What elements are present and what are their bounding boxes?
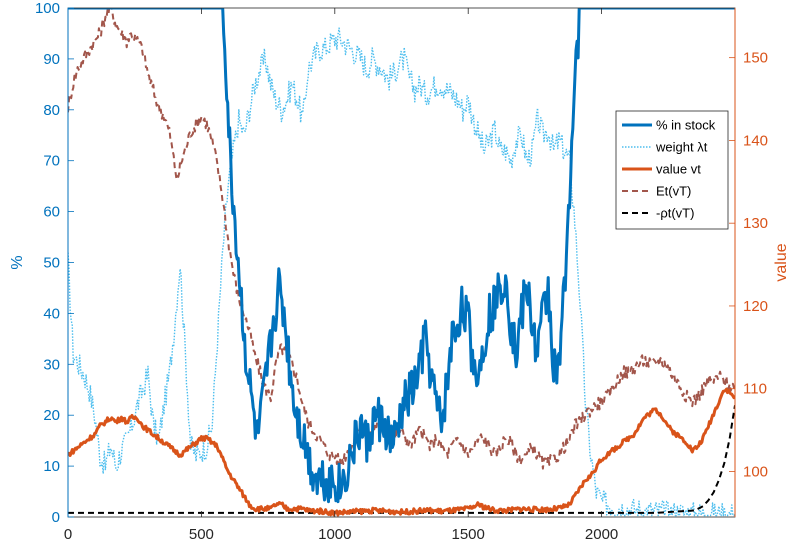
right-tick-label: 110 bbox=[743, 381, 767, 398]
x-tick-label: 2000 bbox=[585, 526, 618, 543]
left-tick-label: 100 bbox=[35, 0, 60, 17]
left-axis-title: % bbox=[9, 255, 26, 269]
legend-label: weight λt bbox=[655, 140, 708, 155]
series-layer bbox=[68, 8, 735, 517]
right-tick-label: 100 bbox=[743, 463, 768, 480]
left-tick-label: 60 bbox=[43, 204, 60, 221]
right-axis-title: value bbox=[773, 243, 790, 281]
right-tick-label: 130 bbox=[743, 215, 768, 232]
x-tick-label: 500 bbox=[189, 526, 214, 543]
left-tick-label: 50 bbox=[43, 255, 60, 272]
legend-label: -ρt(vT) bbox=[656, 206, 694, 221]
left-tick-label: 80 bbox=[43, 102, 60, 119]
right-tick-label: 140 bbox=[743, 132, 768, 149]
right-tick-label: 120 bbox=[743, 298, 768, 315]
axes-layer: 0 500 1000 1500 2000 0 10 20 30 40 50 60 70 80 90 100 10… bbox=[35, 0, 768, 543]
series-line-value-vt bbox=[68, 387, 735, 517]
x-tick-label: 1500 bbox=[452, 526, 485, 543]
right-tick-label: 150 bbox=[743, 50, 768, 67]
left-tick-label: 30 bbox=[43, 356, 60, 373]
legend-label: % in stock bbox=[656, 118, 716, 133]
series-line-expected-value bbox=[68, 8, 735, 470]
x-tick-label: 0 bbox=[64, 526, 72, 543]
left-tick-label: 10 bbox=[43, 458, 60, 475]
legend-label: value vt bbox=[656, 162, 701, 177]
legend-label: Et(vT) bbox=[656, 184, 691, 199]
left-tick-label: 0 bbox=[52, 509, 60, 526]
series-line-pct-in-stock bbox=[68, 8, 735, 504]
left-tick-label: 70 bbox=[43, 153, 60, 170]
left-tick-label: 40 bbox=[43, 305, 60, 322]
x-tick-label: 1000 bbox=[318, 526, 351, 543]
left-tick-label: 20 bbox=[43, 407, 60, 424]
left-tick-label: 90 bbox=[43, 51, 60, 68]
legend: % in stock weight λt value vt Et(vT) -ρt(vT) bbox=[615, 110, 729, 230]
